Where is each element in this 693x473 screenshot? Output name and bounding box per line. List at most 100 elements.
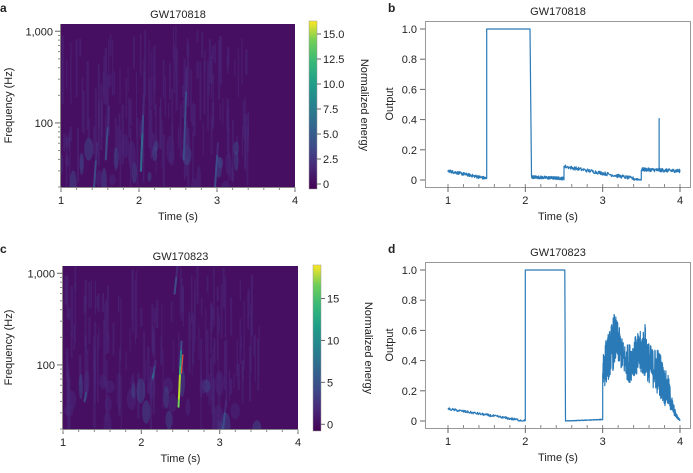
x-tick-label: 1 (445, 195, 451, 207)
spectrogram-streak (116, 375, 117, 405)
spectrogram-streak (213, 338, 215, 364)
spectrogram-streak (217, 307, 219, 361)
spectrogram-streak (114, 72, 116, 95)
spectrogram-streak (196, 62, 198, 79)
spectrogram-blob (213, 405, 223, 427)
plot-frame (426, 22, 691, 188)
spectrogram-streak (95, 89, 97, 147)
spectrogram-streak (77, 128, 79, 183)
spectrogram-streak (209, 39, 211, 83)
spectrogram-streak (107, 333, 109, 353)
x-tick-label: 4 (292, 195, 298, 207)
x-tick-label: 2 (138, 437, 144, 449)
panel-label: b (388, 1, 395, 15)
spectrogram-streak (182, 85, 184, 97)
colorbar-tick-label: 10 (327, 335, 339, 347)
spectrogram-blob (222, 181, 230, 192)
x-axis-label: Time (s) (161, 453, 201, 465)
spectrogram-streak (218, 41, 220, 100)
spectrogram-streak (210, 303, 212, 354)
spectrogram-streak (140, 34, 142, 76)
spectrogram-streak (151, 50, 152, 106)
spectrogram-streak (119, 113, 121, 159)
chart-title: GW170823 (153, 251, 209, 263)
spectrogram-blob (147, 172, 151, 182)
x-tick-label: 2 (522, 195, 528, 207)
series-line (448, 270, 680, 421)
spectrogram-blob (70, 171, 77, 196)
spectrogram-streak (65, 275, 67, 304)
spectrogram-streak (249, 345, 251, 401)
spectrogram-streak (225, 340, 227, 406)
y-tick-label: 0.6 (402, 84, 417, 96)
y-tick-label: 0.6 (402, 325, 417, 337)
spectrogram-streak (242, 359, 244, 381)
spectrogram-streak (242, 125, 243, 157)
spectrogram-blob (79, 374, 83, 399)
spectrogram-blob (65, 137, 71, 148)
spectrogram-streak (161, 337, 162, 365)
spectrogram-streak (62, 36, 64, 105)
spectrogram-streak (193, 314, 195, 365)
spectrogram-streak (237, 340, 238, 368)
spectrogram-streak (165, 75, 166, 116)
spectrogram-streak (238, 49, 239, 97)
spectrogram-streak (225, 276, 226, 337)
spectrogram-blob (80, 153, 84, 175)
spectrogram-streak (125, 352, 126, 370)
spectrogram-blob (165, 411, 172, 430)
spectrogram-blob (154, 140, 159, 151)
spectrogram-streak (247, 290, 249, 330)
spectrogram-streak (118, 296, 120, 313)
spectrogram-blob (199, 379, 206, 394)
y-tick-label: 1.0 (402, 24, 417, 36)
x-tick-label: 3 (214, 195, 220, 207)
spectrogram-streak (131, 270, 133, 321)
spectrogram-streak (130, 99, 132, 126)
colorbar-tick-label: 15 (327, 294, 339, 306)
x-tick-label: 1 (445, 436, 451, 448)
spectrogram-streak (192, 133, 194, 181)
spectrogram-streak (176, 49, 178, 111)
spectrogram-streak (107, 306, 108, 321)
spectrogram-streak (113, 322, 115, 355)
chart-title: GW170818 (150, 9, 206, 21)
spectrogram-streak (230, 297, 232, 335)
spectrogram-streak (212, 46, 214, 60)
spectrogram-streak (187, 38, 189, 57)
colorbar-tick-label: 15.0 (323, 29, 344, 41)
spectrogram-streak (121, 377, 122, 437)
spectrogram-streak (163, 135, 165, 187)
spectrogram-blob (122, 134, 129, 158)
spectrogram-streak (245, 97, 246, 135)
spectrogram-streak (197, 31, 199, 43)
spectrogram-streak (189, 312, 191, 374)
spectrogram-streak (156, 300, 158, 328)
spectrogram-streak (245, 50, 247, 75)
x-tick-label: 4 (295, 437, 301, 449)
spectrogram-streak (203, 123, 204, 155)
spectrogram-streak (241, 38, 242, 84)
spectrogram-streak (182, 287, 184, 313)
spectrogram-streak (228, 102, 229, 158)
spectrogram-streak (117, 127, 119, 150)
spectrogram-streak (110, 35, 111, 56)
spectrogram-streak (98, 64, 100, 128)
panel-label: d (388, 242, 395, 256)
panel-label: c (0, 242, 7, 256)
spectrogram-streak (211, 354, 212, 413)
spectrogram-blob (114, 147, 119, 169)
spectrogram-streak (153, 77, 155, 109)
spectrogram-streak (93, 127, 95, 155)
y-tick-label: 0 (411, 416, 417, 428)
spectrogram-streak (205, 309, 206, 359)
spectrogram-blob (105, 395, 112, 412)
y-tick-label: 0.2 (402, 145, 417, 157)
spectrogram-blob (163, 386, 169, 408)
y-tick-label: 100 (37, 360, 55, 372)
spectrogram-streak (73, 324, 75, 350)
